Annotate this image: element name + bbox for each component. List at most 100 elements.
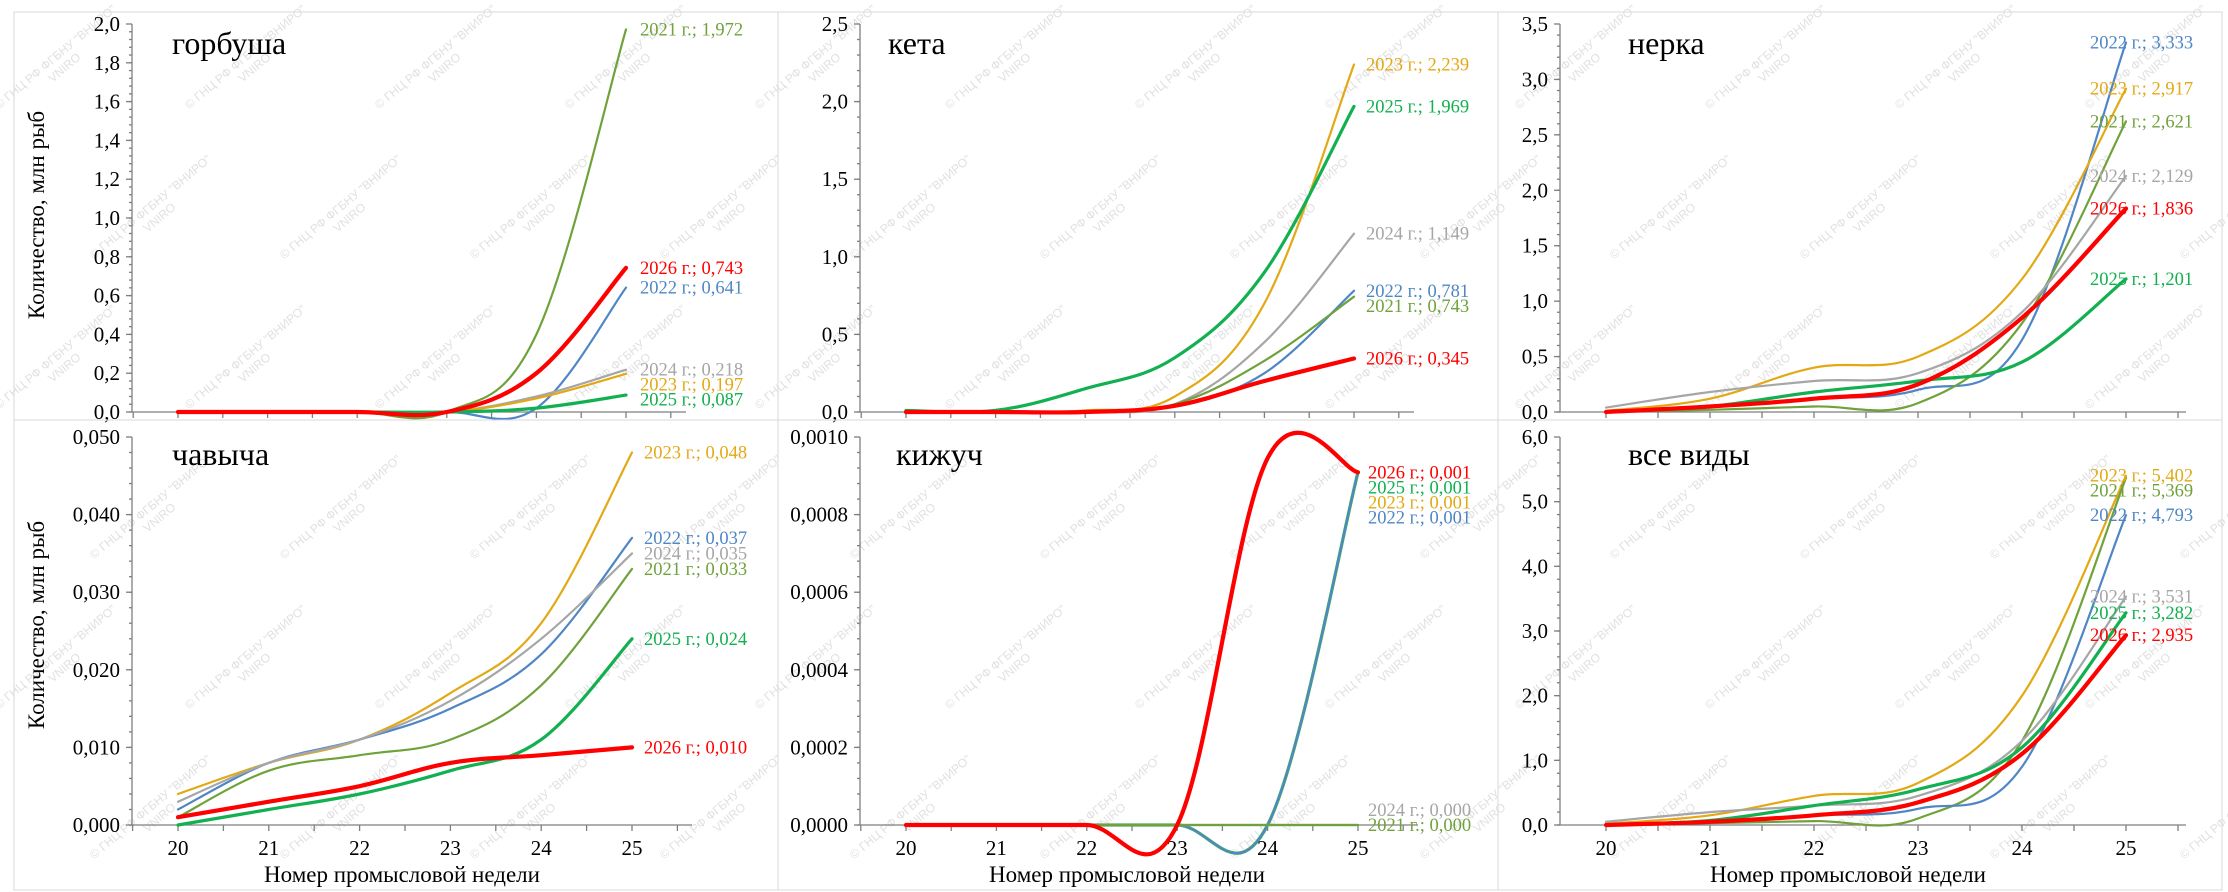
y-tick-label: 0,5 <box>822 322 848 346</box>
y-tick-label: 1,0 <box>822 245 848 269</box>
series-line-2026 <box>903 356 1357 415</box>
end-label-2025: 2025 г.; 0,001 <box>1368 478 1471 498</box>
end-label-2026: 2026 г.; 0,001 <box>1368 463 1471 483</box>
y-tick-label: 6,0 <box>1522 425 1548 449</box>
y-tick-label: 0,000 <box>73 813 120 837</box>
end-label-2024: 2024 г.; 2,129 <box>2090 167 2193 187</box>
end-label-2026: 2026 г.; 1,836 <box>2090 199 2193 219</box>
y-tick-label: 0,6 <box>94 284 120 308</box>
end-label-2022: 2022 г.; 0,641 <box>640 279 743 299</box>
x-tick-label: 20 <box>1596 836 1617 860</box>
end-label-2025: 2025 г.; 1,969 <box>1366 97 1469 117</box>
y-tick-label: 0,5 <box>1522 345 1548 369</box>
x-tick-label: 23 <box>1167 836 1188 860</box>
end-label-2021: 2021 г.; 0,000 <box>1368 816 1471 836</box>
x-tick-label: 22 <box>1804 836 1825 860</box>
end-label-2021: 2021 г.; 1,972 <box>640 20 743 40</box>
end-label-2022: 2022 г.; 0,037 <box>644 529 747 549</box>
x-axis-title-right: Номер промысловой недели <box>1710 862 1986 887</box>
panel-title: кижуч <box>896 436 983 472</box>
end-label-2023: 2023 г.; 2,239 <box>1366 56 1469 76</box>
end-label-2026: 2026 г.; 0,345 <box>1366 349 1469 369</box>
y-tick-label: 2,0 <box>1522 178 1548 202</box>
panel-title: нерка <box>1628 25 1705 61</box>
end-label-2024: 2024 г.; 0,218 <box>640 361 743 381</box>
end-label-2022: 2022 г.; 0,781 <box>1366 282 1469 302</box>
x-tick-label: 25 <box>1348 836 1369 860</box>
y-tick-label: 0,020 <box>73 658 120 682</box>
y-tick-label: 1,5 <box>1522 234 1548 258</box>
y-tick-label: 0,4 <box>94 322 121 346</box>
series-line-2024 <box>176 552 634 803</box>
series-line-2021 <box>1604 120 2128 414</box>
x-tick-label: 24 <box>1257 836 1279 860</box>
series-line-2023 <box>1604 87 2128 412</box>
panel-4: 0,000 0,010 0,020 0,030 0,040 0,050 20 21 22 23 24… <box>13 419 779 891</box>
end-label-2023: 2023 г.; 0,001 <box>1368 493 1471 513</box>
end-label-2021: 2021 г.; 0,033 <box>644 560 747 580</box>
x-tick-label: 22 <box>349 836 370 860</box>
end-label-2024: 2024 г.; 0,035 <box>644 544 747 564</box>
y-tick-label: 0,2 <box>94 361 120 385</box>
series-line-2026 <box>1603 633 2129 828</box>
end-label-2025: 2025 г.; 0,087 <box>640 391 743 411</box>
x-tick-label: 20 <box>168 836 189 860</box>
x-tick-label: 24 <box>531 836 553 860</box>
panel-title: кета <box>888 25 946 61</box>
y-tick-label: 0,8 <box>94 245 120 269</box>
x-tick-label: 23 <box>1908 836 1929 860</box>
end-label-2026: 2026 г.; 2,935 <box>2090 626 2193 646</box>
end-label-2023: 2023 г.; 5,402 <box>2090 467 2193 487</box>
end-label-2024: 2024 г.; 3,531 <box>2090 588 2193 608</box>
series-line-2021 <box>176 567 634 819</box>
y-tick-label: 3,0 <box>1522 619 1548 643</box>
end-label-2024: 2024 г.; 0,000 <box>1368 801 1471 821</box>
y-tick-label: 0,0004 <box>790 658 848 682</box>
y-tick-label: 4,0 <box>1522 554 1548 578</box>
y-tick-label: 1,5 <box>822 167 848 191</box>
panels-layer: 0,0 0,2 0,4 0,6 0,8 1,0 1,2 1,4 1,6 1,8 2,0 горбуша… <box>13 11 2223 891</box>
end-label-2023: 2023 г.; 2,917 <box>2090 80 2193 100</box>
series-line-2026 <box>175 745 635 820</box>
y-tick-label: 2,0 <box>94 12 120 36</box>
y-axis-title-top: Количество, млн рыб <box>24 111 49 319</box>
y-tick-label: 3,0 <box>1522 67 1548 91</box>
end-label-2021: 2021 г.; 2,621 <box>2090 112 2193 132</box>
end-label-2023: 2023 г.; 0,197 <box>640 376 743 396</box>
y-tick-label: 0,040 <box>73 503 120 527</box>
y-tick-label: 3,5 <box>1522 12 1548 36</box>
x-tick-label: 25 <box>2116 836 2137 860</box>
panel-title: все виды <box>1628 436 1750 472</box>
end-label-2026: 2026 г.; 0,010 <box>644 738 747 758</box>
x-tick-label: 22 <box>1076 836 1097 860</box>
x-tick-label: 21 <box>258 836 279 860</box>
y-tick-label: 2,5 <box>822 12 848 36</box>
y-tick-label: 1,0 <box>1522 748 1548 772</box>
x-tick-label: 21 <box>1700 836 1721 860</box>
x-tick-label: 25 <box>622 836 643 860</box>
panel-6: 0,0 1,0 2,0 3,0 4,0 5,0 6,0 20 21 22 23 24 25 все вид… <box>1497 419 2223 891</box>
panel-1: 0,00,20,40,60,81,01,21,41,61,82,0горбуша… <box>13 11 779 424</box>
y-tick-label: 0,010 <box>73 735 120 759</box>
series-line-2024 <box>1604 174 2128 409</box>
series-line-2025 <box>176 637 634 827</box>
y-tick-label: 0,0010 <box>790 425 848 449</box>
series-line-2024 <box>1604 595 2128 823</box>
y-tick-label: 0,0 <box>1522 813 1548 837</box>
end-label-2022: 2022 г.; 4,793 <box>2090 506 2193 526</box>
panel-title: горбуша <box>172 25 286 61</box>
panel-title: чавыча <box>172 436 269 472</box>
y-tick-label: 0,050 <box>73 425 120 449</box>
end-label-2022: 2022 г.; 0,001 <box>1368 508 1471 528</box>
end-label-2021: 2021 г.; 5,369 <box>2090 482 2193 502</box>
y-tick-label: 1,0 <box>94 206 120 230</box>
x-tick-label: 20 <box>896 836 917 860</box>
y-tick-label: 1,0 <box>1522 289 1548 313</box>
end-label-2021: 2021 г.; 0,743 <box>1366 297 1469 317</box>
end-label-2026: 2026 г.; 0,743 <box>640 259 743 279</box>
series-line-2026 <box>903 430 1361 857</box>
y-tick-label: 0,0002 <box>790 735 848 759</box>
y-tick-label: 1,8 <box>94 51 120 75</box>
